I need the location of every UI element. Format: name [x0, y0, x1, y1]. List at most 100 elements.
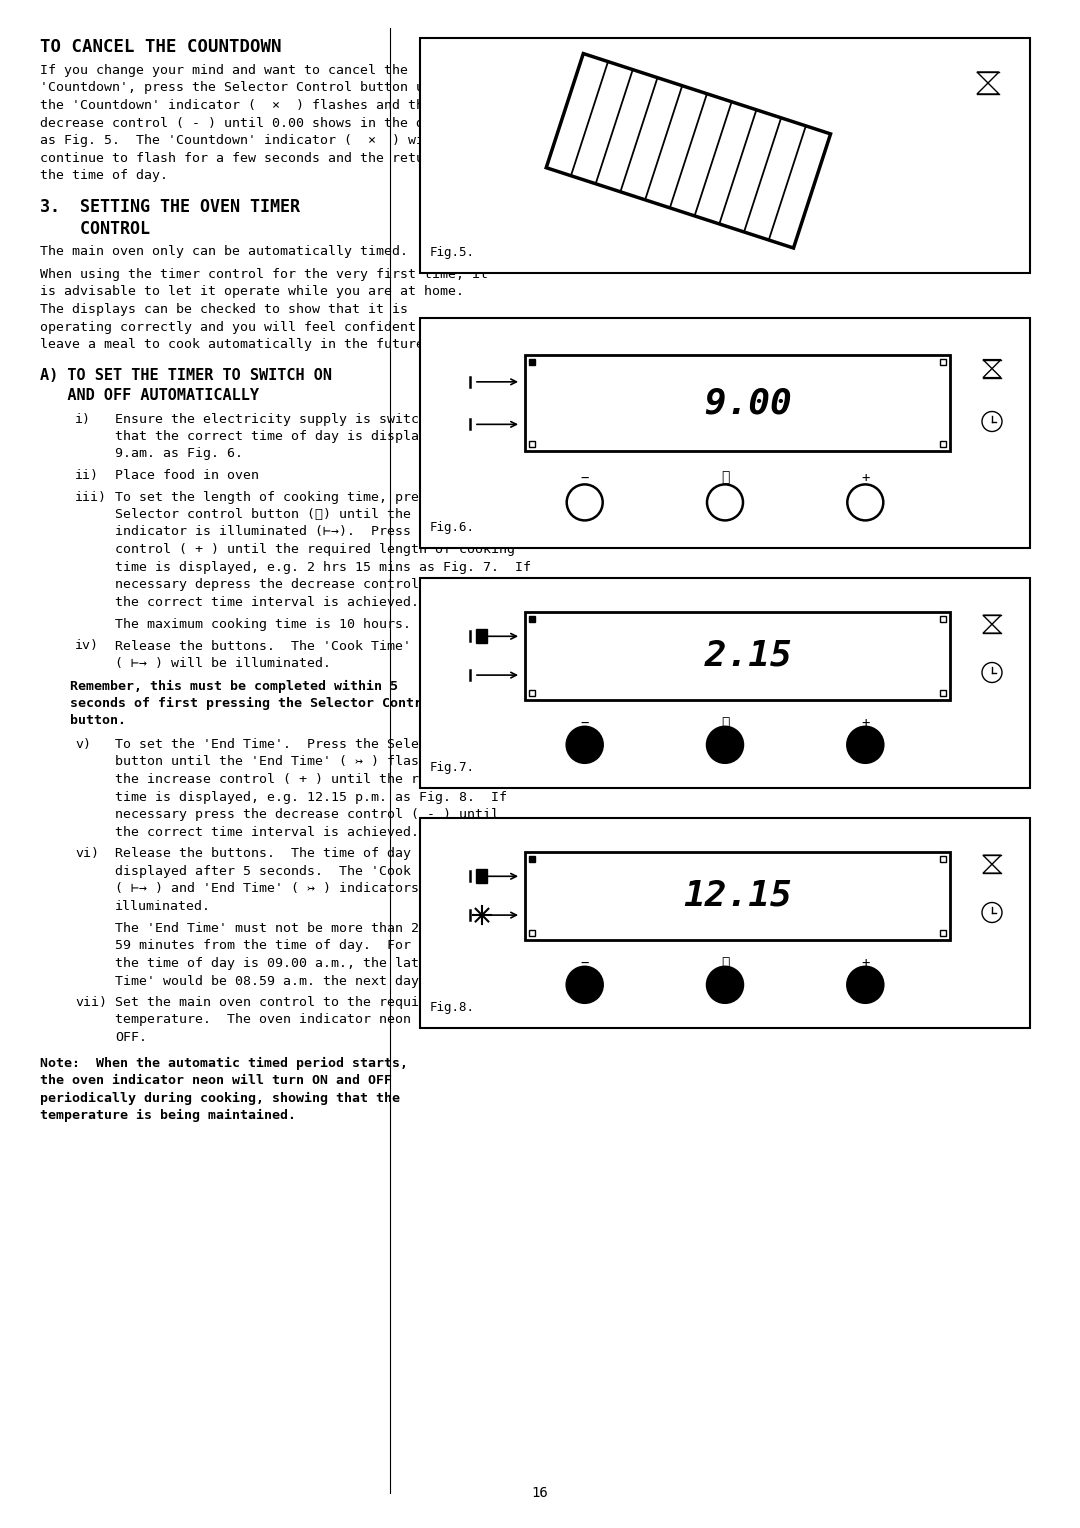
Text: ⌛: ⌛	[720, 471, 729, 484]
Circle shape	[567, 967, 603, 1002]
Text: necessary press the decrease control ( - ) until: necessary press the decrease control ( -…	[114, 808, 499, 821]
Text: To set the length of cooking time, press the: To set the length of cooking time, press…	[114, 490, 467, 504]
Text: button.: button.	[70, 715, 126, 727]
Text: The 'End Time' must not be more than 23 hours: The 'End Time' must not be more than 23 …	[114, 921, 475, 935]
Bar	[940, 931, 946, 935]
Text: ⌛: ⌛	[720, 957, 729, 970]
Text: +: +	[861, 471, 869, 484]
Text: When using the timer control for the very first time, it: When using the timer control for the ver…	[40, 267, 488, 281]
Text: 12.15: 12.15	[684, 879, 792, 912]
Text: vii): vii)	[75, 996, 107, 1008]
Text: temperature is being maintained.: temperature is being maintained.	[40, 1109, 296, 1122]
Text: A) TO SET THE TIMER TO SWITCH ON: A) TO SET THE TIMER TO SWITCH ON	[40, 368, 332, 382]
Circle shape	[982, 411, 1002, 431]
Text: −: −	[581, 471, 589, 484]
Text: ⌛: ⌛	[720, 717, 729, 730]
Bar	[940, 616, 946, 622]
Text: vi): vi)	[75, 847, 99, 860]
Text: 2.15: 2.15	[684, 639, 792, 672]
Text: Remember, this must be completed within 5: Remember, this must be completed within …	[70, 680, 399, 692]
Polygon shape	[983, 856, 1001, 865]
Text: time is displayed, e.g. 2 hrs 15 mins as Fig. 7.  If: time is displayed, e.g. 2 hrs 15 mins as…	[114, 561, 531, 573]
Bar	[525, 851, 950, 940]
Text: Release the buttons.  The 'Cook Time' indicator: Release the buttons. The 'Cook Time' ind…	[114, 640, 491, 652]
Text: OFF.: OFF.	[114, 1031, 147, 1044]
Text: iv): iv)	[75, 640, 99, 652]
Circle shape	[567, 484, 603, 521]
Bar	[529, 931, 535, 935]
Bar	[525, 354, 950, 451]
Bar	[940, 689, 946, 695]
Circle shape	[707, 484, 743, 521]
Text: Fig.7.: Fig.7.	[430, 761, 475, 775]
Polygon shape	[977, 72, 999, 83]
Text: AND OFF AUTOMATICALLY: AND OFF AUTOMATICALLY	[40, 388, 259, 403]
Circle shape	[707, 727, 743, 762]
Polygon shape	[983, 625, 1001, 633]
Text: the time of day.: the time of day.	[40, 170, 168, 182]
Polygon shape	[546, 53, 831, 248]
Text: 9.00: 9.00	[684, 387, 792, 420]
Text: Selector control button (ⓞ) until the 'Cook Time': Selector control button (ⓞ) until the 'C…	[114, 507, 507, 521]
Bar	[940, 856, 946, 862]
Text: illuminated.: illuminated.	[114, 900, 211, 912]
Text: displayed after 5 seconds.  The 'Cook Time': displayed after 5 seconds. The 'Cook Tim…	[114, 865, 459, 877]
Text: as Fig. 5.  The 'Countdown' indicator (  ⨯  ) will: as Fig. 5. The 'Countdown' indicator ( ⨯…	[40, 134, 440, 147]
Text: is advisable to let it operate while you are at home.: is advisable to let it operate while you…	[40, 286, 464, 298]
Text: Time' would be 08.59 a.m. the next day.: Time' would be 08.59 a.m. the next day.	[114, 975, 427, 987]
Bar	[476, 869, 487, 883]
Bar	[420, 318, 1030, 549]
Text: iii): iii)	[75, 490, 107, 504]
Text: 'Countdown', press the Selector Control button until: 'Countdown', press the Selector Control …	[40, 81, 456, 95]
Bar	[420, 817, 1030, 1028]
Text: The displays can be checked to show that it is: The displays can be checked to show that…	[40, 303, 408, 316]
Circle shape	[567, 727, 603, 762]
Bar	[529, 442, 535, 448]
Text: control ( + ) until the required length of cooking: control ( + ) until the required length …	[114, 542, 515, 556]
Text: periodically during cooking, showing that the: periodically during cooking, showing tha…	[40, 1091, 400, 1105]
Text: i): i)	[75, 413, 91, 425]
Text: 3.  SETTING THE OVEN TIMER: 3. SETTING THE OVEN TIMER	[40, 199, 300, 217]
Text: the increase control ( + ) until the required stop: the increase control ( + ) until the req…	[114, 773, 515, 785]
Text: The main oven only can be automatically timed.: The main oven only can be automatically …	[40, 246, 408, 258]
Bar	[525, 611, 950, 700]
Text: TO CANCEL THE COUNTDOWN: TO CANCEL THE COUNTDOWN	[40, 38, 282, 57]
Text: time is displayed, e.g. 12.15 p.m. as Fig. 8.  If: time is displayed, e.g. 12.15 p.m. as Fi…	[114, 790, 507, 804]
Text: the time of day is 09.00 a.m., the latest 'End: the time of day is 09.00 a.m., the lates…	[114, 957, 483, 970]
Bar	[529, 359, 535, 365]
Text: the correct time interval is achieved.: the correct time interval is achieved.	[114, 596, 419, 608]
Text: the oven indicator neon will turn ON and OFF: the oven indicator neon will turn ON and…	[40, 1074, 392, 1086]
Text: v): v)	[75, 738, 91, 750]
Text: +: +	[861, 717, 869, 730]
Bar	[529, 616, 535, 622]
Text: the correct time interval is achieved.: the correct time interval is achieved.	[114, 825, 419, 839]
Bar	[420, 578, 1030, 788]
Text: Note:  When the automatic timed period starts,: Note: When the automatic timed period st…	[40, 1056, 408, 1070]
Text: −: −	[581, 717, 589, 730]
Bar	[476, 630, 487, 643]
Text: The maximum cooking time is 10 hours.: The maximum cooking time is 10 hours.	[114, 617, 411, 631]
Bar	[940, 359, 946, 365]
Text: operating correctly and you will feel confident to: operating correctly and you will feel co…	[40, 321, 440, 333]
Text: Place food in oven: Place food in oven	[114, 469, 259, 481]
Text: necessary depress the decrease control ( - ) until: necessary depress the decrease control (…	[114, 578, 515, 591]
Text: button until the 'End Time' ( ↣ ) flashes.  Press: button until the 'End Time' ( ↣ ) flashe…	[114, 755, 507, 769]
Polygon shape	[983, 865, 1001, 872]
Text: CONTROL: CONTROL	[40, 220, 150, 237]
Text: ( ⊢→ ) will be illuminated.: ( ⊢→ ) will be illuminated.	[114, 657, 330, 669]
Polygon shape	[983, 368, 1001, 377]
Text: 16: 16	[531, 1487, 549, 1500]
Bar	[529, 856, 535, 862]
Text: ii): ii)	[75, 469, 99, 481]
Circle shape	[982, 903, 1002, 923]
Text: Set the main oven control to the required: Set the main oven control to the require…	[114, 996, 443, 1008]
Text: 9.am. as Fig. 6.: 9.am. as Fig. 6.	[114, 448, 243, 460]
Circle shape	[848, 484, 883, 521]
Text: Fig.5.: Fig.5.	[430, 246, 475, 260]
Text: temperature.  The oven indicator neon should be: temperature. The oven indicator neon sho…	[114, 1013, 491, 1027]
Text: To set the 'End Time'.  Press the Selector Control: To set the 'End Time'. Press the Selecto…	[114, 738, 515, 750]
Bar	[529, 689, 535, 695]
Polygon shape	[983, 616, 1001, 625]
Bar	[940, 442, 946, 448]
Text: 59 minutes from the time of day.  For example, if: 59 minutes from the time of day. For exa…	[114, 940, 507, 952]
